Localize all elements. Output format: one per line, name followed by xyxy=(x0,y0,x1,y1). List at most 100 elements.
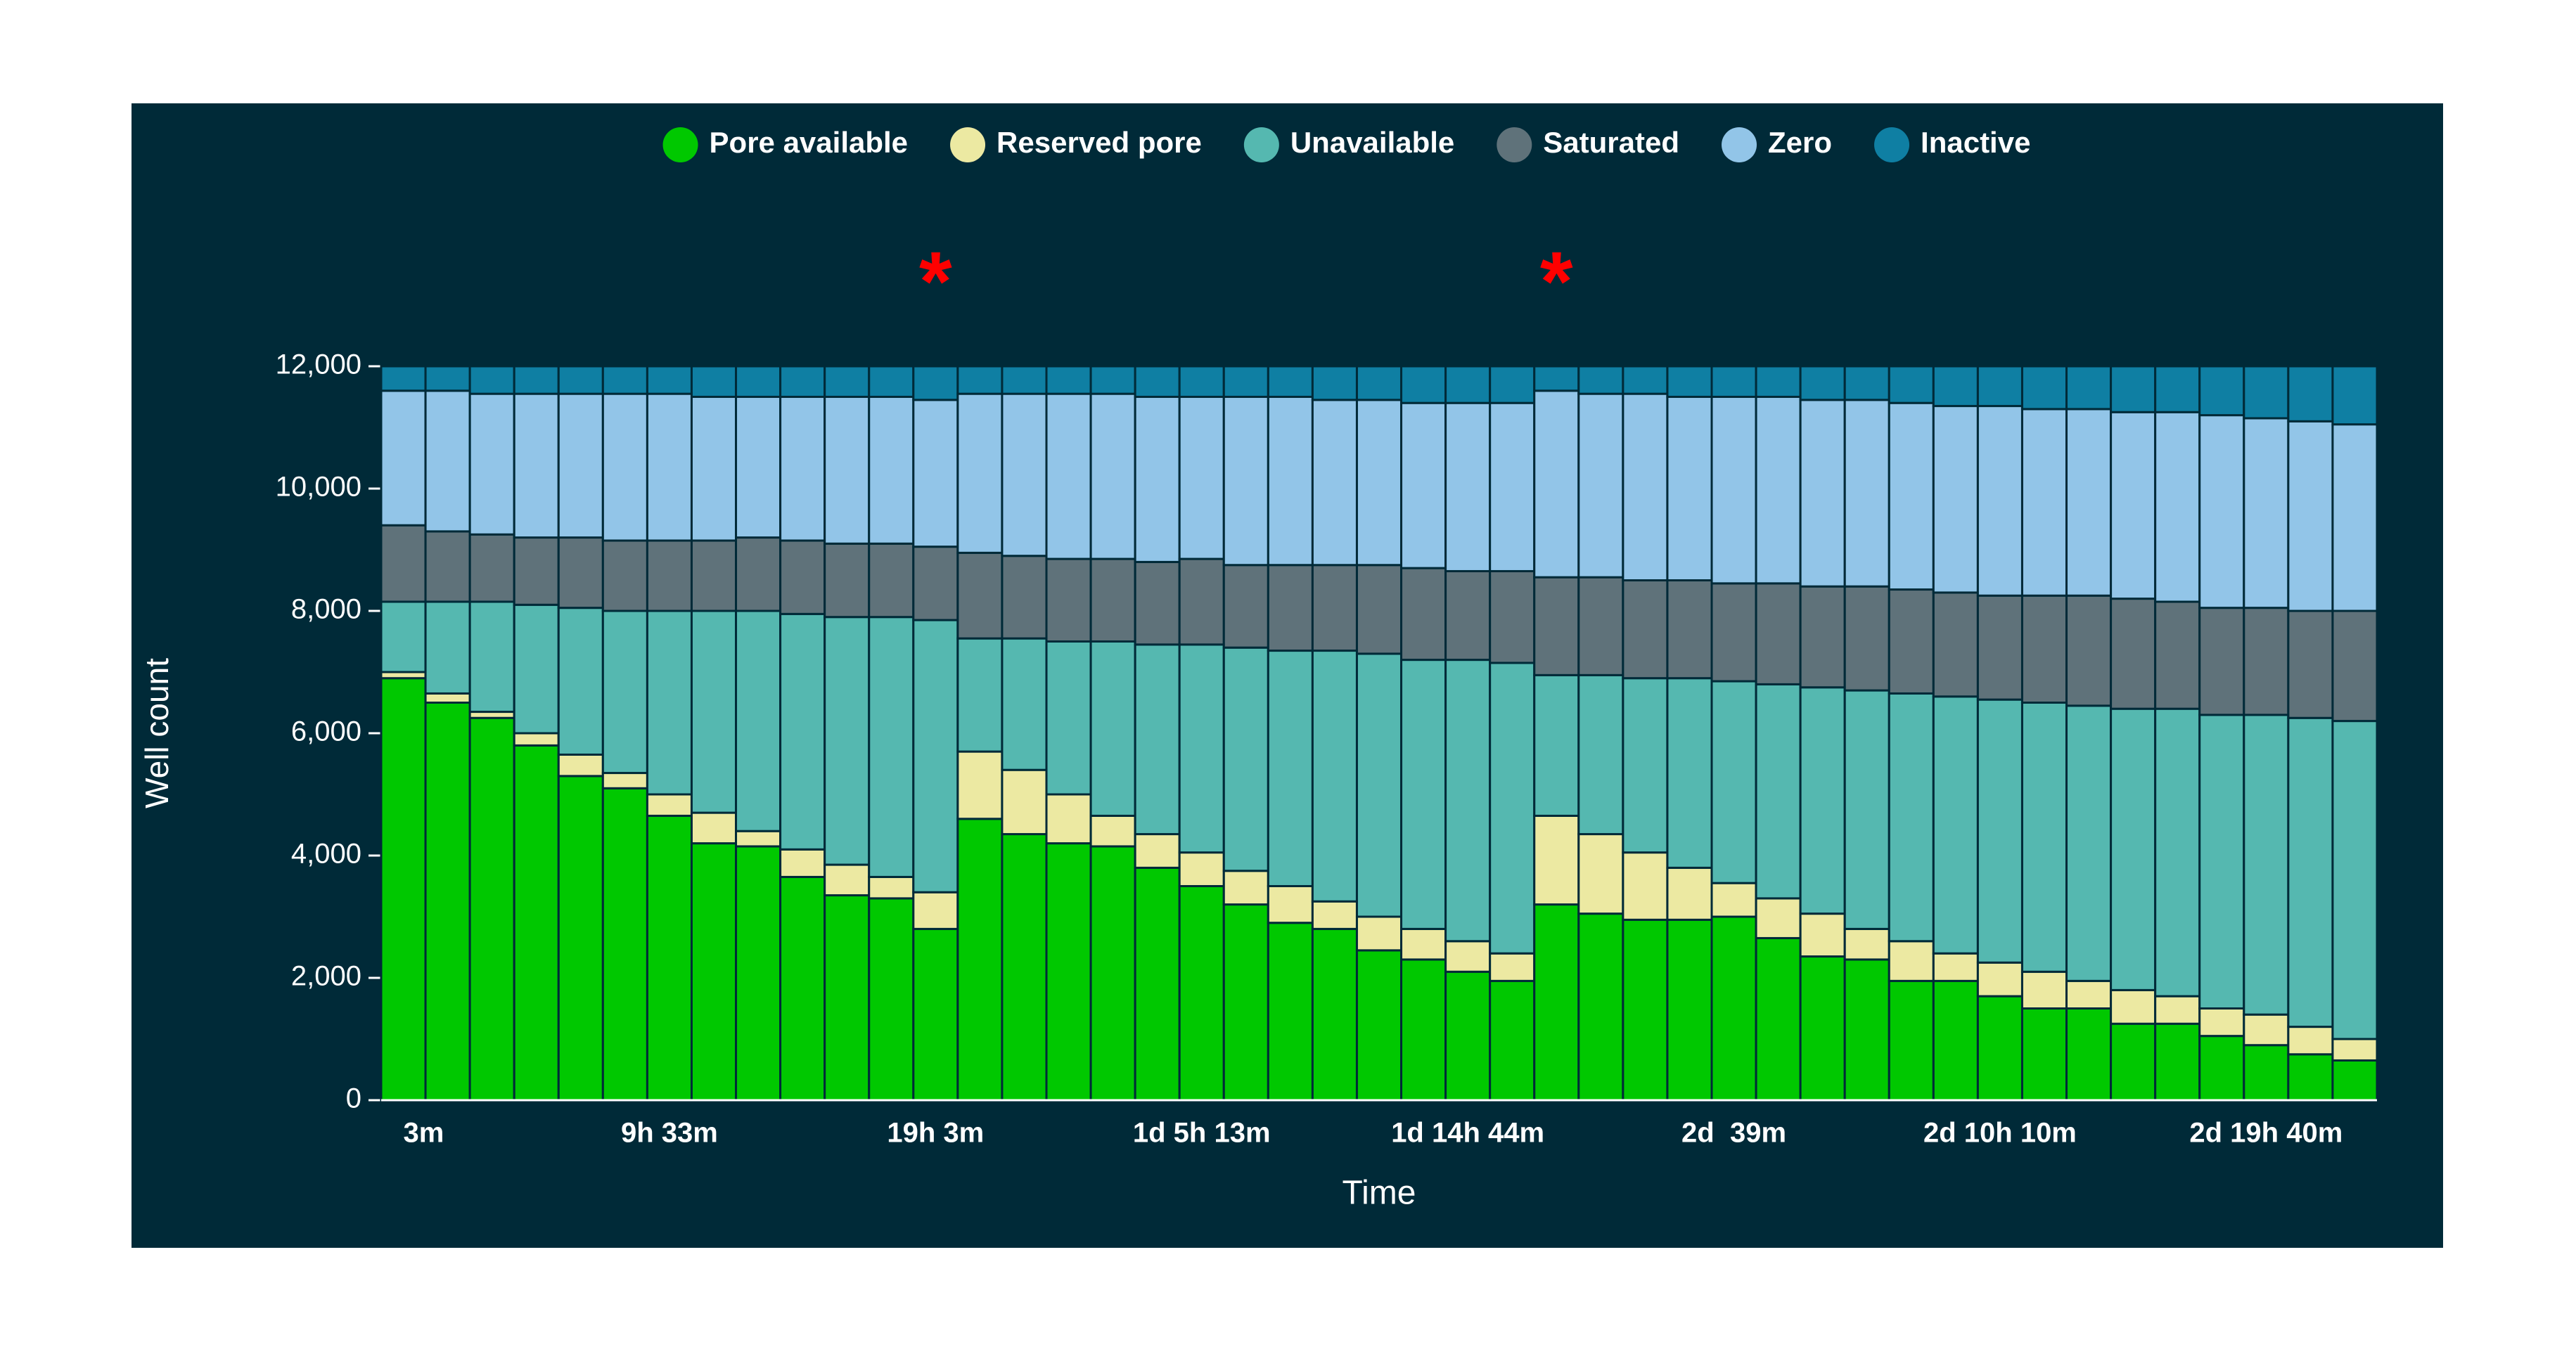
bar-segment xyxy=(2331,1059,2378,1102)
bar-segment xyxy=(868,616,915,878)
y-tick-label: 12,000 xyxy=(276,349,361,380)
bar-segment xyxy=(1134,396,1181,563)
bar-segment xyxy=(1311,399,1358,567)
bar-segment xyxy=(1001,555,1048,640)
bar-segment xyxy=(1001,637,1048,771)
bar-segment xyxy=(1533,365,1580,392)
bar-segment xyxy=(2065,594,2113,707)
bar-segment xyxy=(601,392,648,542)
bar-segment xyxy=(1178,851,1225,888)
bar-segment xyxy=(2331,365,2378,426)
bar-segment xyxy=(1577,912,1625,1102)
bar-segment xyxy=(824,894,871,1102)
bar-segment xyxy=(2110,1022,2157,1102)
bar-segment xyxy=(1976,961,2023,998)
bar-segment xyxy=(956,750,1004,820)
bar-segment xyxy=(1311,650,1358,903)
bar-segment xyxy=(1622,918,1669,1102)
bar-segment xyxy=(824,365,871,398)
bar-segment xyxy=(1400,401,1447,569)
bar-segment xyxy=(1355,564,1403,655)
bar-segment xyxy=(1799,399,1846,588)
bar-segment xyxy=(1355,365,1403,401)
bar-segment xyxy=(2065,1007,2113,1102)
bar-segment xyxy=(1489,952,1536,982)
bar-segment xyxy=(2110,988,2157,1025)
bar-segment xyxy=(513,732,560,747)
bar-segment xyxy=(1001,833,1048,1102)
bar-segment xyxy=(1489,979,1536,1102)
bar-segment xyxy=(380,365,427,392)
bar-segment xyxy=(2110,598,2157,710)
bar-segment xyxy=(2110,707,2157,991)
bar-segment xyxy=(1355,949,1403,1102)
legend-label: Inactive xyxy=(1921,126,2030,159)
bar-segment xyxy=(2198,714,2245,1010)
bar-segment xyxy=(1666,866,1713,921)
bar-segment xyxy=(1843,585,1890,692)
bar-segment xyxy=(2154,411,2201,603)
bar-segment xyxy=(1755,936,1802,1102)
bar-segment xyxy=(1001,392,1048,557)
bar-segment xyxy=(2287,609,2334,719)
bar-segment xyxy=(424,389,471,533)
y-axis-title: Well count xyxy=(139,658,175,808)
bar-segment xyxy=(380,600,427,673)
bar-segment xyxy=(1755,365,1802,398)
x-tick-label: 2d 10h 10m xyxy=(1923,1118,2077,1149)
x-tick-label: 2d 39m xyxy=(1681,1118,1786,1149)
bar-segment xyxy=(1134,866,1181,1102)
bar-segment xyxy=(1444,659,1492,943)
bar-segment xyxy=(1444,970,1492,1102)
bar-segment xyxy=(1622,365,1669,395)
bar-segment xyxy=(2287,1026,2334,1056)
bar-segment xyxy=(1533,576,1580,676)
bar-segment xyxy=(1577,833,1625,915)
bar-segment xyxy=(424,702,471,1102)
bar-segment xyxy=(912,619,959,894)
bar-segment xyxy=(1888,401,1935,591)
bar-segment xyxy=(380,389,427,527)
bar-segment xyxy=(1267,564,1314,652)
bar-segment xyxy=(1755,897,1802,939)
bar-segment xyxy=(1843,689,1890,930)
bar-segment xyxy=(2154,995,2201,1025)
bar-segment xyxy=(2020,365,2068,411)
bar-segment xyxy=(1932,979,1979,1102)
bar-segment xyxy=(1400,659,1447,930)
x-tick-label: 9h 33m xyxy=(621,1118,718,1149)
bar-segment xyxy=(2198,1007,2245,1038)
bar-segment xyxy=(1755,582,1802,685)
bar-segment xyxy=(1489,401,1536,572)
bar-segment xyxy=(1666,396,1713,581)
bar-segment xyxy=(2065,704,2113,982)
bar-segment xyxy=(557,607,604,756)
bar-segment xyxy=(1444,569,1492,662)
bar-segment xyxy=(646,539,693,612)
bar-segment xyxy=(1178,885,1225,1102)
bar-segment xyxy=(601,539,648,612)
legend-label: Saturated xyxy=(1543,126,1679,159)
bar-segment xyxy=(1178,365,1225,398)
bar-segment xyxy=(1489,365,1536,404)
bar-segment xyxy=(1222,365,1269,398)
bar-segment xyxy=(1932,591,1979,698)
bar-segment xyxy=(1134,560,1181,646)
bar-segment xyxy=(2154,365,2201,413)
bar-segment xyxy=(1267,922,1314,1102)
bar-segment xyxy=(557,536,604,609)
annotation: * xyxy=(1540,235,1573,329)
bar-segment xyxy=(1622,392,1669,582)
bar-segment xyxy=(1311,564,1358,652)
bar-segment xyxy=(2110,365,2157,413)
bar-segment xyxy=(1045,640,1092,796)
bar-segment xyxy=(1267,885,1314,924)
bar-segment xyxy=(1089,845,1136,1102)
bar-segment xyxy=(2331,1038,2378,1062)
bar-segment xyxy=(1089,640,1136,817)
bar-segment xyxy=(1089,814,1136,848)
bar-segment xyxy=(1533,389,1580,579)
bar-segment xyxy=(1134,643,1181,836)
bar-segment xyxy=(1400,958,1447,1102)
bar-segment xyxy=(912,546,959,621)
